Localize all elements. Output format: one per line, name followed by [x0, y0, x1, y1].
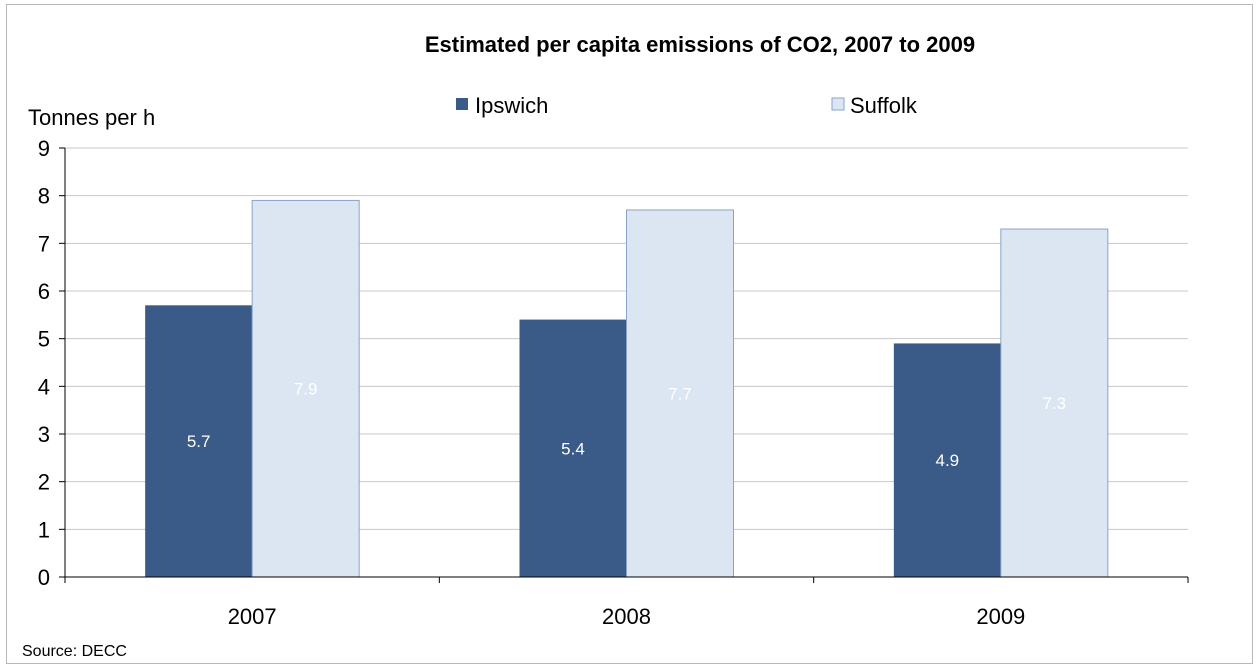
x-tick-label: 2008 [602, 604, 651, 629]
source-note: Source: DECC [22, 643, 127, 660]
data-label-ipswich-2008: 5.4 [561, 439, 585, 458]
y-tick-label: 7 [38, 231, 50, 256]
legend-label-ipswich: Ipswich [475, 93, 548, 118]
data-label-suffolk-2007: 7.9 [294, 380, 318, 399]
chart-title: Estimated per capita emissions of CO2, 2… [425, 32, 975, 57]
legend-swatch-suffolk [831, 97, 845, 111]
data-label-suffolk-2009: 7.3 [1043, 394, 1067, 413]
y-tick-label: 9 [38, 136, 50, 161]
y-tick-label: 4 [38, 374, 50, 399]
data-label-ipswich-2009: 4.9 [936, 451, 960, 470]
y-tick-label: 0 [38, 565, 50, 590]
bar-suffolk-2008 [626, 209, 734, 578]
y-tick-label: 3 [38, 422, 50, 447]
data-labels: 5.7 7.9 5.4 7.7 4.9 7.3 [187, 380, 1066, 471]
bar-ipswich-2009 [893, 343, 1001, 577]
data-label-suffolk-2008: 7.7 [668, 384, 692, 403]
y-tick-label: 5 [38, 327, 50, 352]
data-label-ipswich-2007: 5.7 [187, 432, 211, 451]
bar-suffolk-2007 [251, 199, 360, 578]
bars [145, 199, 1109, 578]
legend-swatch-ipswich [456, 98, 468, 110]
y-axis-label: Tonnes per h [28, 105, 155, 130]
y-tick-label: 2 [38, 470, 50, 495]
y-tick-label: 1 [38, 517, 50, 542]
y-tick-label: 6 [38, 279, 50, 304]
axes: 0 1 2 3 4 5 6 7 8 9 2007 2008 2009 [38, 136, 1189, 629]
y-tick-label: 8 [38, 184, 50, 209]
bar-ipswich-2008 [519, 319, 627, 577]
legend-label-suffolk: Suffolk [850, 93, 918, 118]
x-tick-label: 2007 [228, 604, 277, 629]
bar-ipswich-2007 [145, 305, 253, 577]
x-tick-label: 2009 [976, 604, 1025, 629]
bar-suffolk-2009 [1000, 228, 1109, 578]
